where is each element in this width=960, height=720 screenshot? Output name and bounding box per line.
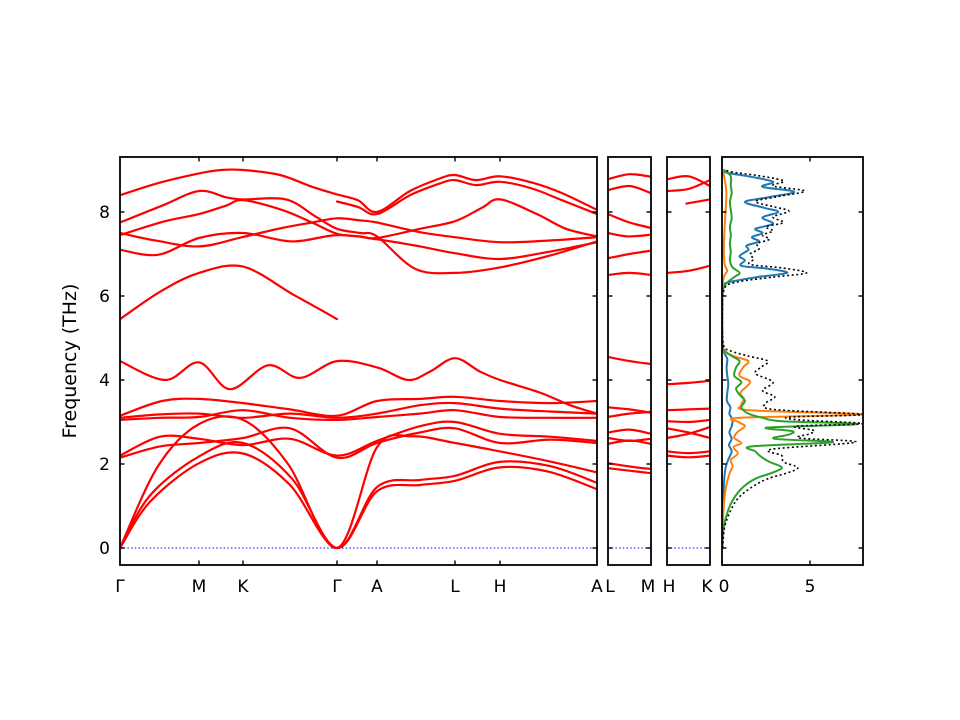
xtick-label-bands-main-5: L <box>450 577 460 597</box>
xtick-label-bands-seg-LM-0: L <box>605 577 615 597</box>
xtick-label-bands-main-1: M <box>192 577 207 597</box>
ytick-label-8: 8 <box>99 203 110 223</box>
xtick-label-bands-main-2: K <box>237 577 249 597</box>
band-curve-bands-main-6 <box>120 401 597 419</box>
band-curve-bands-seg-LM-12 <box>608 462 651 471</box>
band-curve-bands-main-4 <box>120 420 597 457</box>
band-curve-bands-seg-HK-6 <box>667 418 710 424</box>
band-curve-bands-main-14 <box>120 217 597 248</box>
band-curve-bands-seg-HK-0 <box>667 174 710 188</box>
band-curve-bands-seg-HK-8 <box>667 425 710 440</box>
xtick-label-bands-seg-LM-1: M <box>641 577 656 597</box>
band-curve-bands-seg-LM-11 <box>608 439 651 445</box>
band-curve-bands-seg-LM-2 <box>608 213 651 230</box>
band-curve-bands-main-8 <box>120 357 597 415</box>
xtick-label-bands-main-7: A <box>591 577 603 597</box>
band-curve-bands-seg-LM-3 <box>608 231 651 238</box>
panel-border-bands-seg-LM <box>607 156 652 566</box>
ytick-label-4: 4 <box>99 371 110 391</box>
band-curve-bands-main-10 <box>120 168 597 214</box>
band-curve-bands-seg-LM-1 <box>608 184 651 195</box>
band-curve-bands-main-7 <box>120 395 597 418</box>
band-curve-bands-seg-HK-1 <box>667 179 710 193</box>
dos-series-dos-total <box>722 168 863 549</box>
xtick-label-dos-0: 0 <box>719 577 730 597</box>
band-curve-bands-seg-HK-7 <box>667 427 710 440</box>
band-curve-bands-seg-HK-5 <box>667 407 710 412</box>
band-curve-bands-seg-HK-4 <box>667 379 710 386</box>
band-curve-bands-seg-LM-4 <box>608 249 651 260</box>
dos-series-pdos-blue <box>722 169 796 549</box>
band-curve-bands-seg-LM-13 <box>608 467 651 475</box>
band-curve-bands-main-15 <box>120 231 597 261</box>
xtick-label-bands-main-6: H <box>494 577 507 597</box>
band-curve-bands-main-5 <box>120 409 597 422</box>
panel-bands-main <box>120 168 597 550</box>
ytick-label-2: 2 <box>99 455 110 475</box>
xtick-label-bands-main-0: Γ <box>115 577 125 597</box>
xtick-label-bands-seg-HK-0: H <box>663 577 676 597</box>
panel-border-bands-main <box>119 156 598 566</box>
band-curve-bands-seg-HK-9 <box>667 450 710 455</box>
ytick-label-0: 0 <box>99 539 110 559</box>
dos-series-pdos-green <box>722 169 859 549</box>
panel-bands-seg-LM <box>608 173 651 549</box>
xtick-label-bands-main-4: A <box>371 577 383 597</box>
band-curve-bands-main-2 <box>120 415 597 550</box>
band-curve-bands-seg-LM-9 <box>608 428 651 435</box>
band-curve-bands-seg-LM-0 <box>608 173 651 181</box>
panel-bands-seg-HK <box>667 174 710 549</box>
xtick-label-dos-1: 5 <box>805 577 816 597</box>
dos-series-pdos-orange <box>722 169 863 549</box>
ytick-label-6: 6 <box>99 287 110 307</box>
band-curve-bands-main-3 <box>120 426 597 460</box>
xtick-label-bands-main-3: Γ <box>332 577 342 597</box>
band-curve-bands-seg-HK-2 <box>685 198 710 205</box>
xtick-label-bands-seg-HK-1: K <box>701 577 713 597</box>
panel-border-dos <box>721 156 864 566</box>
band-curve-bands-seg-LM-5 <box>608 271 651 277</box>
y-axis-label: Frequency (THz) <box>59 284 81 439</box>
band-curve-bands-main-12 <box>120 189 597 275</box>
band-curve-bands-seg-LM-8 <box>608 410 651 419</box>
band-curve-bands-main-11 <box>335 178 597 216</box>
band-curve-bands-seg-HK-10 <box>667 454 710 459</box>
band-curve-bands-main-1 <box>120 441 597 550</box>
panel-dos <box>722 168 863 549</box>
band-curve-bands-main-9 <box>120 264 339 321</box>
band-curve-bands-seg-HK-3 <box>667 264 710 274</box>
panel-border-bands-seg-HK <box>666 156 711 566</box>
band-curve-bands-seg-LM-6 <box>608 355 651 366</box>
